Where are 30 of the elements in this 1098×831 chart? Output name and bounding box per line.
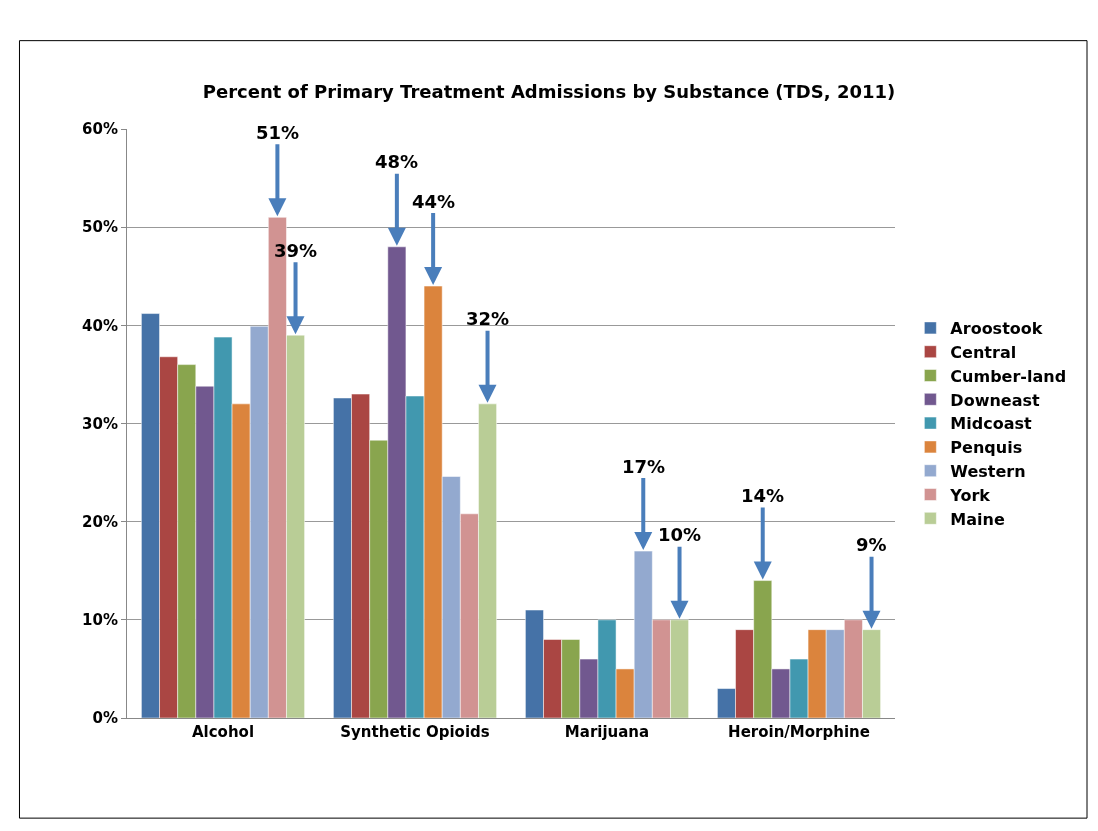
chart-title: Percent of Primary Treatment Admissions by Substance (TDS, 2011): [202, 80, 896, 102]
legend-label: Downeast: [950, 390, 1040, 410]
data-label: 39%: [274, 240, 318, 261]
data-label: 9%: [856, 534, 887, 555]
data-label: 32%: [466, 308, 510, 329]
legend-label: Aroostook: [950, 319, 1043, 339]
data-label: 51%: [256, 122, 300, 143]
legend-label: Penquis: [950, 438, 1023, 458]
legend-label: Midcoast: [950, 414, 1033, 434]
x-tick-label: Alcohol: [191, 723, 255, 741]
x-tick-label: Heroin/Morphine: [728, 723, 870, 741]
y-tick-label: 0%: [92, 709, 118, 728]
data-label: 10%: [658, 524, 702, 545]
x-tick-label: Marijuana: [564, 723, 650, 741]
x-tick-label: Synthetic Opioids: [340, 723, 490, 741]
y-tick-label: 10%: [82, 611, 118, 630]
data-label: 17%: [622, 456, 666, 477]
y-tick-label: 60%: [82, 120, 118, 139]
y-tick-label: 30%: [82, 414, 118, 433]
y-tick-label: 20%: [82, 512, 118, 531]
y-tick-label: 40%: [82, 316, 118, 335]
y-tick-label: 50%: [82, 218, 118, 237]
legend-label: Central: [950, 342, 1017, 362]
legend-label: Western: [950, 461, 1026, 481]
legend-label: Cumber-land: [950, 366, 1067, 386]
legend-label: Maine: [950, 509, 1005, 529]
legend-label: York: [949, 485, 991, 505]
data-label: 48%: [375, 151, 419, 172]
data-label: 44%: [412, 191, 456, 212]
data-label: 14%: [741, 485, 785, 506]
